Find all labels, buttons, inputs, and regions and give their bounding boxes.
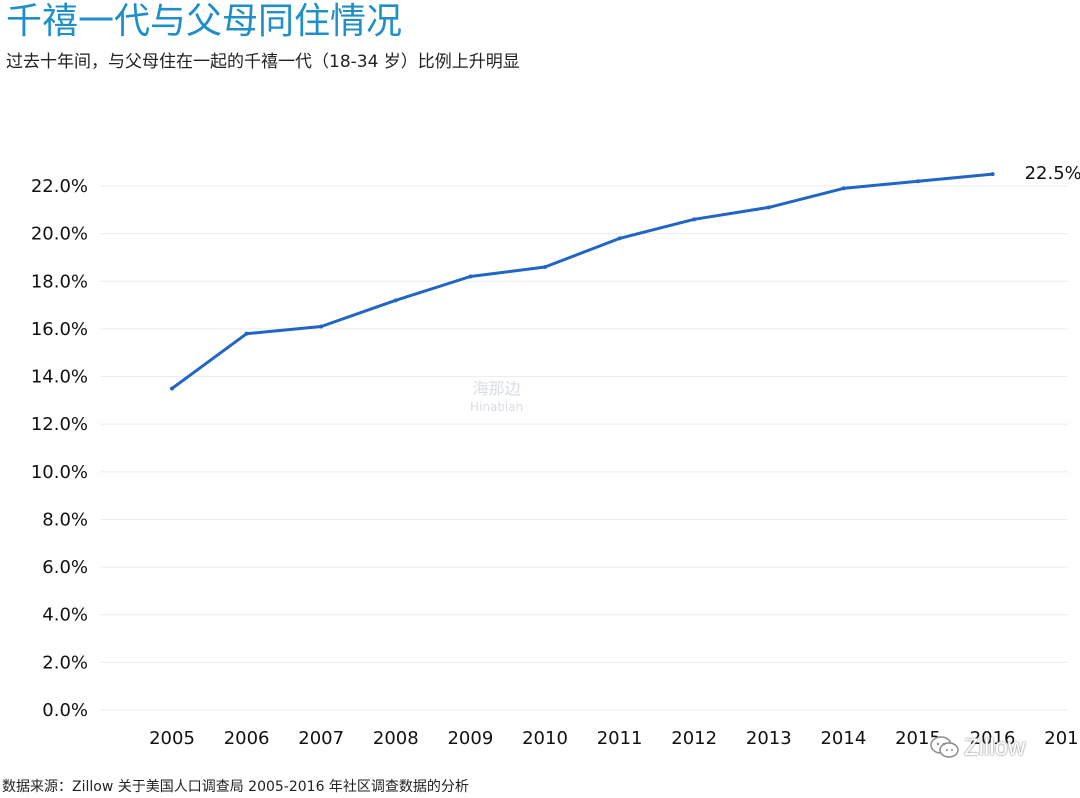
x-tick-label: 2011 xyxy=(597,728,643,749)
y-tick-label: 8.0% xyxy=(42,509,88,530)
data-point xyxy=(841,186,846,191)
y-tick-label: 6.0% xyxy=(42,557,88,578)
data-point xyxy=(916,179,920,184)
y-tick-label: 0.0% xyxy=(42,700,88,721)
data-source-note: 数据来源：Zillow 关于美国人口调查局 2005-2016 年社区调查数据的… xyxy=(2,779,469,795)
data-point xyxy=(990,172,995,177)
x-tick-label: 2009 xyxy=(447,728,493,749)
y-tick-label: 2.0% xyxy=(42,652,88,673)
data-point xyxy=(170,386,174,391)
wechat-brand: Zillow xyxy=(930,734,1025,762)
brand-name: Zillow xyxy=(964,734,1026,761)
x-tick-label: 2006 xyxy=(224,728,270,749)
y-tick-label: 10.0% xyxy=(31,462,88,483)
data-point xyxy=(617,236,622,241)
x-tick-label: 2013 xyxy=(746,728,792,749)
chart-title: 千禧一代与父母同住情况 xyxy=(6,1,403,42)
x-tick-label: 2014 xyxy=(820,728,866,749)
watermark-text: 海那边 xyxy=(472,379,521,398)
watermark-subtext: Hinabian xyxy=(470,400,524,414)
chart-subtitle: 过去十年间，与父母住在一起的千禧一代（18-34 岁）比例上升明显 xyxy=(6,52,520,72)
y-tick-label: 22.0% xyxy=(31,176,88,197)
x-tick-label: 2012 xyxy=(671,728,717,749)
data-point xyxy=(319,324,324,329)
y-tick-label: 12.0% xyxy=(31,414,88,435)
x-tick-label: 2008 xyxy=(373,728,419,749)
y-tick-label: 16.0% xyxy=(31,319,88,340)
x-tick-label: 2017 xyxy=(1044,728,1080,749)
data-point xyxy=(244,331,249,336)
y-tick-label: 18.0% xyxy=(31,271,88,292)
series-line xyxy=(170,172,995,390)
wechat-icon xyxy=(930,736,959,758)
data-point xyxy=(543,264,547,269)
data-point xyxy=(468,274,473,279)
y-tick-label: 14.0% xyxy=(31,367,88,388)
x-tick-label: 2007 xyxy=(298,728,344,749)
data-point xyxy=(766,205,771,210)
x-tick-label: 2005 xyxy=(149,728,195,749)
x-tick-label: 2016 xyxy=(970,728,1016,749)
y-tick-label: 20.0% xyxy=(31,224,88,245)
data-point xyxy=(393,298,398,303)
x-tick-label: 2015 xyxy=(895,728,941,749)
data-point xyxy=(692,217,697,222)
data-label: 22.5% xyxy=(1025,163,1080,184)
x-tick-label: 2010 xyxy=(522,728,568,749)
y-tick-label: 4.0% xyxy=(42,605,88,626)
watermark: 海那边 Hinabian xyxy=(470,380,523,416)
